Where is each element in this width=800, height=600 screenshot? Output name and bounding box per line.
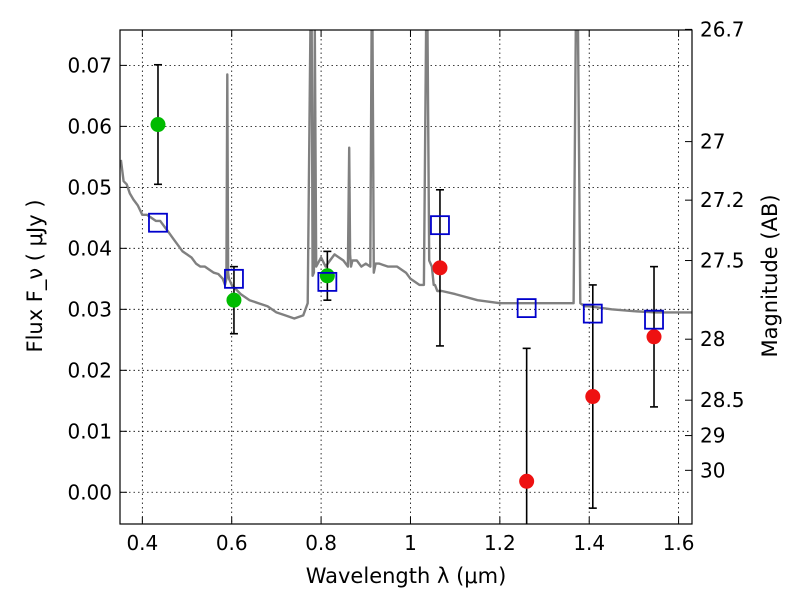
y-tick-labels: 0.00 0.01 0.02 0.03 0.04 0.05 0.06 0.07 [67,53,112,504]
y-tick-label: 0.07 [67,53,112,77]
x-tick-label: 0.8 [305,531,337,555]
y-tick-label: 0.03 [67,297,112,321]
y2-tick-label: 30 [700,458,725,482]
blue-square-point [224,268,244,289]
y-tick-label: 0.06 [67,114,112,138]
x-tick-label: 1 [404,531,417,555]
data-markers [148,117,664,489]
green-point [319,268,335,284]
x-tick-label: 1.4 [573,531,605,555]
blue-square-point [644,309,664,330]
y2-axis-title: Magnitude (AB) [758,194,782,357]
y-tick-label: 0.00 [67,480,112,504]
green-point [226,292,242,308]
red-point [646,329,662,345]
y2-tick-labels: 26.7 27 27.2 27.5 28 28.5 29 30 [700,17,745,482]
x-tick-label: 0.4 [126,531,158,555]
y-axis-title: Flux F_ν ( μJy ) [23,199,48,352]
grid-lines [120,30,692,524]
x-tick-label: 1.6 [663,531,695,555]
x-axis-title: Wavelength λ (μm) [306,564,507,588]
y-tick-label: 0.02 [67,358,112,382]
blue-square-point [148,212,168,233]
axis-ticks [120,28,692,524]
y-tick-label: 0.05 [67,175,112,199]
blue-square-point [317,271,338,292]
y-tick-label: 0.01 [67,419,112,443]
x-tick-labels: 0.4 0.6 0.8 1 1.2 1.4 1.6 [126,531,694,555]
y2-tick-label: 28 [700,327,725,351]
x-tick-label: 0.6 [216,531,248,555]
red-point [432,260,448,276]
model-spectrum-line [120,30,692,320]
y2-tick-label: 27.2 [700,188,745,212]
x-tick-label: 1.2 [484,531,516,555]
blue-square-point [430,215,450,236]
blue-square-point [582,303,603,324]
y2-tick-label: 29 [700,424,725,448]
red-point [585,389,601,405]
model-spectrum-path [120,30,692,320]
y-tick-label: 0.04 [67,236,112,260]
y2-tick-label: 27.5 [700,249,745,273]
red-point [519,473,535,489]
blue-square-point [516,298,537,319]
y2-tick-label: 27 [700,130,725,154]
plot-frame [119,29,693,525]
y2-tick-label: 28.5 [700,388,745,412]
y2-tick-label: 26.7 [700,17,745,41]
green-point [150,117,166,133]
